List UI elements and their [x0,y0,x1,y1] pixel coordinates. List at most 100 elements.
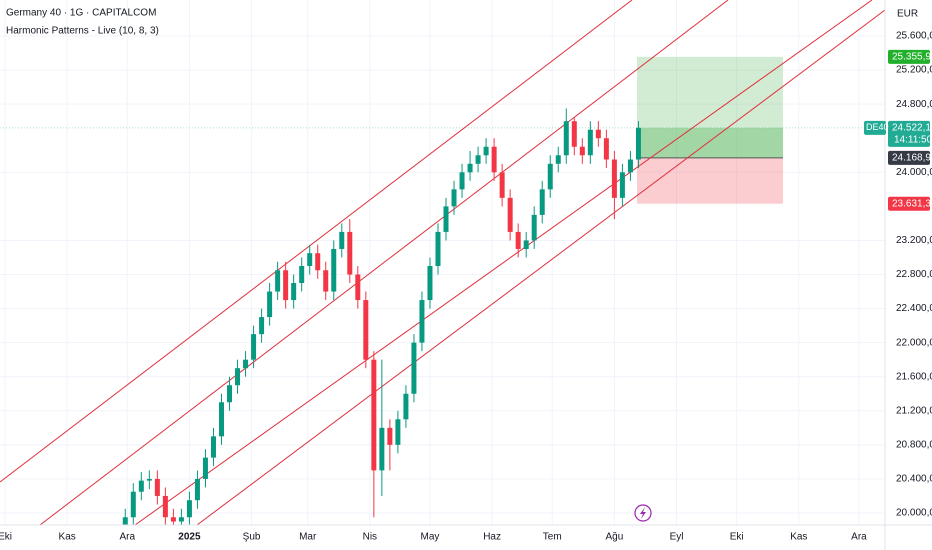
candle-body [515,231,521,249]
candle-body [251,334,257,360]
candle-body [363,300,369,360]
candle-body [499,172,505,198]
y-tick-label: 20.800,0 [896,439,932,450]
y-tick-label: 23.200,0 [896,235,932,246]
profit-fill[interactable] [637,127,783,158]
candle-body [275,270,281,292]
candle-body [635,127,641,160]
candle-body [323,270,329,292]
candle-body [339,231,345,249]
candle-body [547,163,553,190]
stop-zone[interactable] [637,157,783,204]
x-tick-label: Eki [730,532,744,543]
candle-body [243,359,249,369]
candle-body [291,283,297,301]
candle-body [162,495,168,518]
channel-line[interactable] [39,0,729,525]
y-tick-label: 21.200,0 [896,405,932,416]
channel-lines[interactable] [0,0,885,525]
candle-body [603,138,609,160]
channel-line[interactable] [134,0,873,525]
candle-body [395,419,401,445]
candle-body [170,517,176,522]
channel-line[interactable] [0,0,633,483]
candle-body [483,146,489,156]
candle-body [627,159,633,173]
candle-body [611,159,617,198]
stop-price-tag-bg [888,196,930,211]
stop-price-tag: 23.631,3 [892,198,931,209]
x-tick-label: Kas [790,532,807,543]
last-price-bg [888,120,930,147]
candle-body [138,480,144,492]
channel-line[interactable] [196,9,885,525]
candle-body [178,517,184,522]
axes: 25.600,0 25.200,0 24.800,0 24.000,0 23.200,0… [0,31,932,543]
x-tick-label: Ara [120,532,136,543]
candle-body [411,342,417,394]
candle-body [595,129,601,139]
y-tick-label: 25.200,0 [896,65,932,76]
alert-icon[interactable] [634,504,652,522]
y-tick-label: 22.000,0 [896,337,932,348]
candle-body [419,300,425,343]
candle-body [579,146,585,156]
x-tick-label: Nis [363,532,377,543]
candle-body [210,436,216,458]
entry-price-tag-bg [888,150,930,165]
candle-body [563,121,569,156]
y-tick-label: 20.400,0 [896,474,932,485]
countdown: 14:11:50 [894,134,932,145]
candle-body [186,500,192,518]
candle-body [227,385,233,403]
last-price-tag: 24.522,1 [892,122,931,133]
candle-body [491,146,497,173]
currency-label[interactable]: EUR [897,9,918,20]
target-price-tag-bg [888,49,930,64]
candle-body [435,231,441,266]
x-tick-label: Mar [299,532,317,543]
indicator-label[interactable]: Harmonic Patterns - Live (10, 8, 3) [6,26,159,37]
y-tick-label: 20.000,0 [896,508,932,519]
x-tick-label: Haz [483,532,501,543]
candle-body [619,172,625,198]
candle-body [531,214,537,241]
x-tick-label: Tem [543,532,562,543]
symbol-tag-bg [864,120,886,135]
candle-body [523,240,529,249]
candle-body [235,368,241,386]
candle-body [331,248,337,292]
candle-body [259,317,265,335]
candle-body [307,253,313,266]
candle-body [194,478,200,501]
x-tick-label: May [421,532,440,543]
candle-body [451,189,457,207]
candle-body [130,491,136,518]
x-tick-label: Ara [851,532,867,543]
candle-body [427,265,433,301]
candle-body [555,155,561,164]
y-tick-label: 25.600,0 [896,31,932,42]
candles [122,108,641,525]
y-tick-label: 22.400,0 [896,303,932,314]
candle-body [443,206,449,232]
candle-body [379,427,385,471]
candle-body [403,393,409,420]
candle-body [219,402,225,437]
candle-body [507,197,513,232]
candle-body [371,359,377,471]
y-tick-label: 21.600,0 [896,371,932,382]
x-tick-label: Ağu [605,532,623,543]
candle-body [459,172,465,190]
y-tick-label: 24.800,0 [896,99,932,110]
x-tick-label: Eyl [670,532,684,543]
x-tick-label: Eki [0,532,12,543]
candle-body [347,231,353,275]
candle-body [355,274,361,301]
candle-body [467,163,473,173]
candle-body [475,155,481,164]
candle-body [539,189,545,215]
candle-body [154,478,160,496]
candle-body [571,121,577,147]
